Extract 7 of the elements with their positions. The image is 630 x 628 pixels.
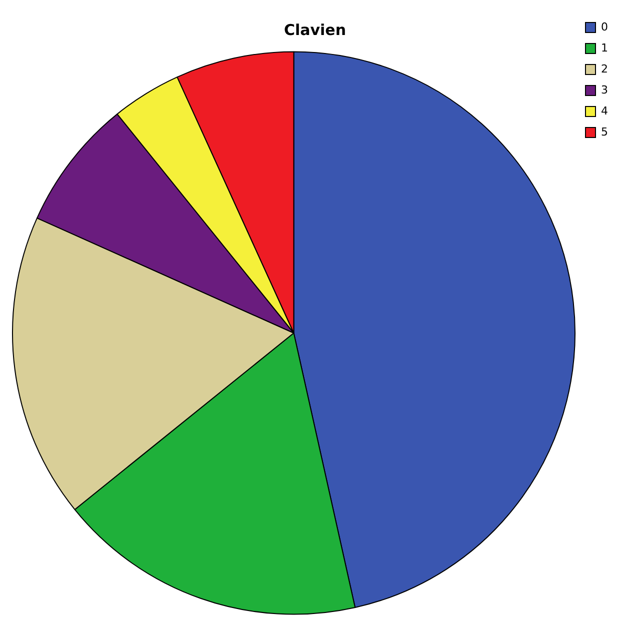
chart-title: Clavien: [284, 20, 346, 39]
legend-label: 1: [601, 41, 608, 54]
legend-label: 0: [601, 20, 608, 34]
legend-label: 2: [601, 62, 608, 76]
legend-label: 5: [601, 125, 608, 138]
legend-label: 4: [601, 104, 608, 118]
legend-label: 3: [601, 83, 608, 96]
